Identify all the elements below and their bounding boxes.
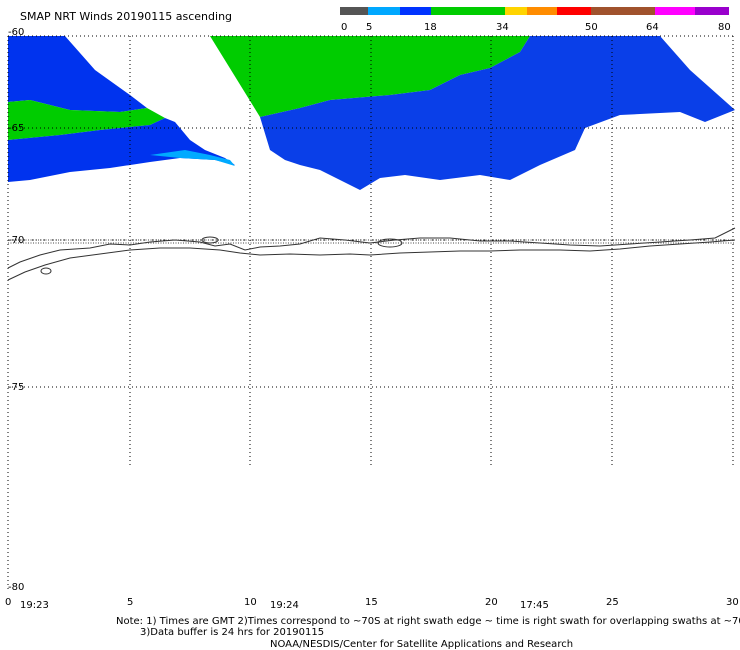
lat-label: -65 xyxy=(8,123,24,134)
note-line-3: NOAA/NESDIS/Center for Satellite Applica… xyxy=(270,639,573,650)
legend-swatch-strong-gale-1 xyxy=(505,7,527,15)
legend-swatch-violent xyxy=(591,7,655,15)
legend-tick-18: 18 xyxy=(424,22,437,33)
note-line-1: Note: 1) Times are GMT 2)Times correspon… xyxy=(116,616,740,627)
legend-swatch-hurricane-2 xyxy=(695,7,729,15)
wind-swath-west xyxy=(8,36,235,182)
lon-label: 10 xyxy=(244,597,257,608)
legend-tick-0: 0 xyxy=(341,22,347,33)
legend-tick-64: 64 xyxy=(646,22,659,33)
legend-tick-5: 5 xyxy=(366,22,372,33)
wind-swath-east xyxy=(210,36,735,190)
time-label: 19:24 xyxy=(270,600,299,611)
lon-label: 0 xyxy=(5,597,11,608)
lon-label: 25 xyxy=(606,597,619,608)
lon-label: 15 xyxy=(365,597,378,608)
lat-label: -60 xyxy=(8,27,24,38)
map-grid xyxy=(7,35,735,590)
time-label: 19:23 xyxy=(20,600,49,611)
antarctic-coastline xyxy=(7,227,736,281)
legend-swatch-storm xyxy=(557,7,591,15)
legend-swatch-moderate xyxy=(400,7,431,15)
legend-swatch-strong-gale-2 xyxy=(527,7,557,15)
wind-speed-colorbar: 0 5 18 34 50 64 80 xyxy=(340,7,731,33)
latitude-labels: -60 -65 -70 -75 -80 xyxy=(8,27,24,593)
legend-swatch-calm xyxy=(340,7,368,15)
lon-label: 5 xyxy=(127,597,133,608)
lat-label: -80 xyxy=(8,582,24,593)
footer-notes: Note: 1) Times are GMT 2)Times correspon… xyxy=(116,616,740,650)
legend-tick-80: 80 xyxy=(718,22,731,33)
legend-tick-34: 34 xyxy=(496,22,509,33)
legend-tick-50: 50 xyxy=(585,22,598,33)
longitude-labels: 0 5 10 15 20 25 30 xyxy=(5,597,739,608)
legend-swatch-light xyxy=(368,7,431,15)
legend-swatch-hurricane-1 xyxy=(655,7,695,15)
lat-label: -70 xyxy=(8,235,24,246)
lon-label: 30 xyxy=(726,597,739,608)
pass-time-labels: 19:23 19:24 17:45 xyxy=(20,600,549,611)
lat-label: -75 xyxy=(8,382,24,393)
note-line-2: 3)Data buffer is 24 hrs for 20190115 xyxy=(140,627,324,638)
map-title: SMAP NRT Winds 20190115 ascending xyxy=(20,10,232,23)
lon-label: 20 xyxy=(485,597,498,608)
legend-swatch-gale xyxy=(431,7,505,15)
time-label: 17:45 xyxy=(520,600,549,611)
